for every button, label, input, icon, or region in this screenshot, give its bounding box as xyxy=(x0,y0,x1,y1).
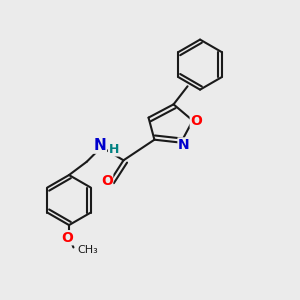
Text: H: H xyxy=(109,143,119,156)
Text: O: O xyxy=(61,231,74,245)
Text: O: O xyxy=(190,114,202,128)
Text: N: N xyxy=(178,138,190,152)
Text: N: N xyxy=(94,138,106,153)
Text: O: O xyxy=(101,174,113,188)
Text: CH₃: CH₃ xyxy=(77,244,98,254)
